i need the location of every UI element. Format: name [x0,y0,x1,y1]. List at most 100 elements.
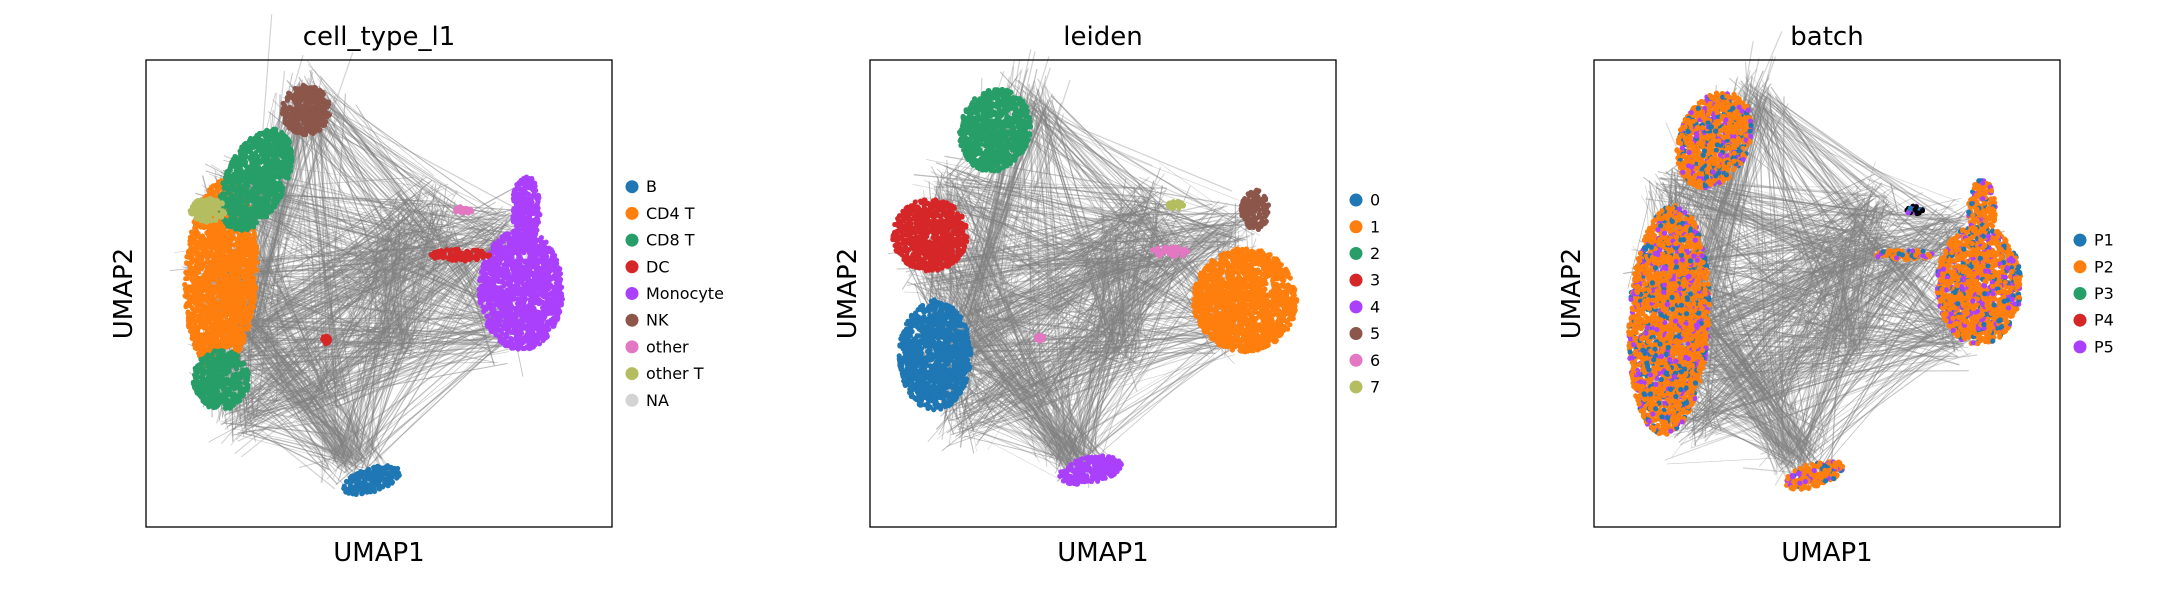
graph-edge [228,328,368,468]
cell-point [194,345,200,352]
graph-edge [291,103,327,368]
cell-point [186,320,192,326]
graph-edge [220,196,492,341]
graph-edge [233,214,500,334]
graph-edge [393,239,402,347]
cell-point [231,161,237,167]
cell-point [231,171,237,177]
cell-point [311,84,317,91]
graph-edge [265,343,355,458]
cell-point [244,278,250,284]
graph-edge [248,112,341,310]
cell-point [183,276,189,282]
graph-edge [279,254,469,323]
cell-point [220,234,226,240]
cell-point [303,89,309,95]
graph-edge [231,338,393,360]
cell-point [207,381,213,387]
cell-point [257,144,263,150]
cell-point [195,233,201,239]
cell-point [244,266,250,272]
graph-edge [390,334,502,355]
cell-point [231,297,237,304]
cell-point [235,174,241,180]
graph-edge [281,105,326,322]
graph-edge [341,352,377,458]
cell-point [186,248,192,254]
cell-point [246,311,252,317]
graph-edge [327,184,442,399]
graph-edge [397,213,403,353]
cell-point [184,260,190,266]
graph-edge [224,242,450,319]
cell-point [247,222,253,229]
graph-edge [253,318,352,460]
cell-point [206,404,212,410]
cell-point [205,258,211,264]
cell-point [196,350,202,356]
cell-point [247,212,253,218]
cell-point [191,280,197,286]
cell-point [202,347,208,353]
cell-point [293,129,299,135]
cell-point [229,289,235,295]
cell-point [264,209,270,215]
graph-edge [336,320,507,469]
graph-edge [332,413,347,458]
graph-edge [311,214,516,408]
graph-edge [443,200,456,257]
graph-edge [307,380,351,471]
graph-edge [297,329,502,395]
graph-edge [388,207,425,349]
graph-edge [304,91,459,194]
cell-point [205,293,211,299]
cell-point [251,247,257,253]
cell-point [208,287,214,294]
graph-edge [297,410,353,460]
graph-edge [217,335,403,344]
graph-edge [319,197,397,409]
cell-point [265,137,271,143]
cell-point [206,227,212,233]
cell-point [242,158,248,164]
graph-edge [352,238,446,464]
cell-point [185,309,191,315]
cell-point [211,297,217,303]
graph-edge [235,304,534,395]
graph-edge [222,256,410,346]
graph-edge [263,256,365,453]
cell-point [294,112,301,118]
cell-point [242,245,248,251]
graph-edge [352,363,397,405]
graph-edge [404,344,495,363]
graph-edge [308,200,440,385]
graph-edge [333,278,458,457]
cell-point [249,289,255,295]
graph-edge [230,250,369,446]
cell-point [222,390,228,396]
cell-point [242,285,248,291]
graph-edge [311,86,404,335]
graph-edge [298,456,338,469]
cell-point [317,95,323,101]
cell-point [214,265,220,271]
graph-edge [257,324,350,453]
cell-point [203,280,209,286]
cell-point [229,212,235,218]
graph-edge [329,405,371,455]
cell-point [263,148,269,154]
graph-edge [245,294,359,463]
graph-edge [395,251,412,348]
cell-point [219,377,225,383]
cell-point [253,165,259,171]
cell-point [200,375,206,381]
graph-edge [264,357,353,465]
graph-edge [385,235,397,337]
cell-point [192,201,198,207]
graph-edge [319,351,510,387]
graph-edge [295,421,352,459]
graph-edge [232,324,511,375]
cell-point [189,235,195,241]
cell-point [248,303,255,309]
graph-edge [332,361,375,464]
